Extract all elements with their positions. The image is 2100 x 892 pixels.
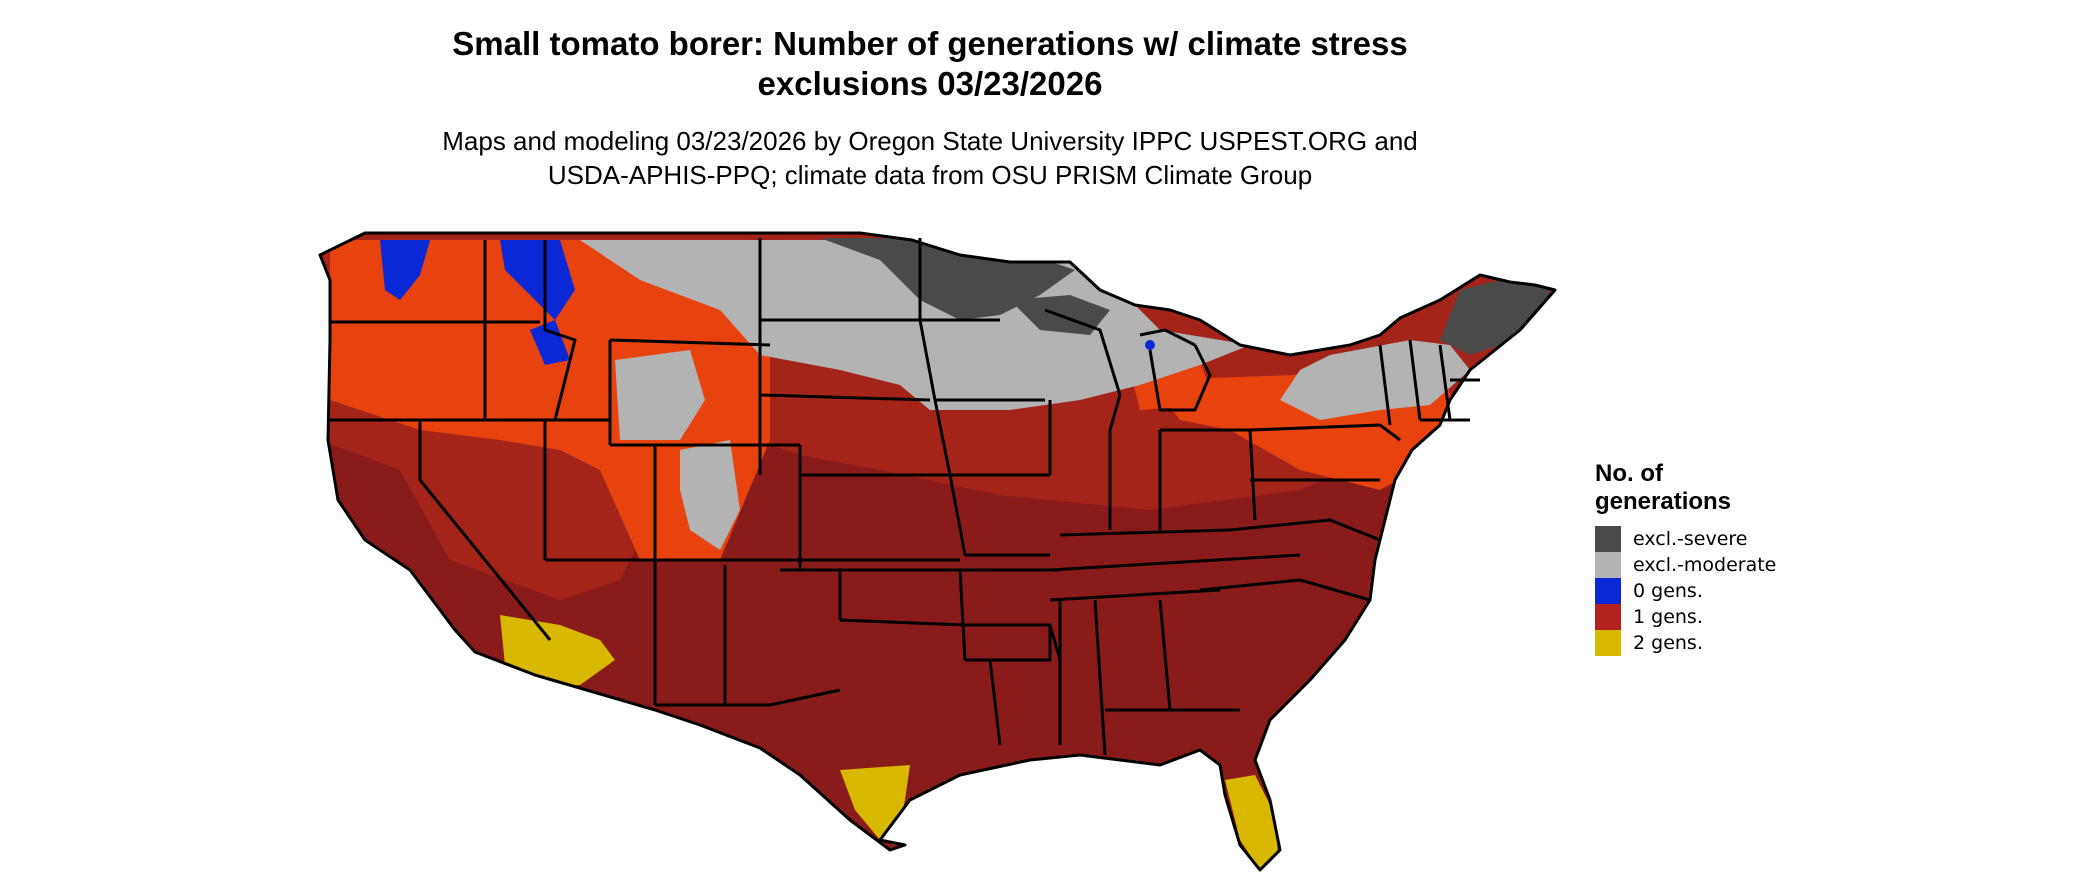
region-excl-moderate-colorado xyxy=(680,440,740,550)
legend-title-line-1: No. of xyxy=(1595,460,1663,487)
legend-item-2-gens: 2 gens. xyxy=(1595,630,1776,656)
subtitle-line-1: Maps and modeling 03/23/2026 by Oregon S… xyxy=(442,126,1418,156)
legend-swatch xyxy=(1595,630,1621,656)
region-excl-moderate-northplains xyxy=(580,240,1250,410)
legend-label: 1 gens. xyxy=(1633,606,1703,628)
state-borders xyxy=(318,231,1557,872)
region-two-gen-florida xyxy=(1225,775,1278,870)
title-line-2: exclusions 03/23/2026 xyxy=(757,65,1103,102)
legend-swatch xyxy=(1595,604,1621,630)
legend-label: excl.-severe xyxy=(1633,528,1748,550)
legend-label: excl.-moderate xyxy=(1633,554,1777,576)
legend-swatch xyxy=(1595,578,1621,604)
map-title: Small tomato borer: Number of generation… xyxy=(330,24,1530,104)
legend: No. of generations excl.-severe excl.-mo… xyxy=(1595,460,1776,656)
title-line-1: Small tomato borer: Number of generation… xyxy=(452,25,1408,62)
legend-swatch xyxy=(1595,526,1621,552)
legend-label: 0 gens. xyxy=(1633,580,1703,602)
region-excl-moderate-northeast xyxy=(1280,340,1470,420)
legend-item-excl-moderate: excl.-moderate xyxy=(1595,552,1776,578)
legend-item-0-gens: 0 gens. xyxy=(1595,578,1776,604)
map-subtitle: Maps and modeling 03/23/2026 by Oregon S… xyxy=(330,124,1530,192)
legend-swatch xyxy=(1595,552,1621,578)
legend-item-excl-severe: excl.-severe xyxy=(1595,526,1776,552)
legend-label: 2 gens. xyxy=(1633,632,1703,654)
legend-title: No. of generations xyxy=(1595,460,1776,516)
region-one-gen-bright-west xyxy=(330,240,770,560)
legend-item-1-gens: 1 gens. xyxy=(1595,604,1776,630)
subtitle-line-2: USDA-APHIS-PPQ; climate data from OSU PR… xyxy=(547,160,1313,190)
region-excl-moderate-wyoming xyxy=(615,350,705,440)
legend-title-line-2: generations xyxy=(1595,488,1732,515)
region-two-gen-southwest xyxy=(500,615,615,685)
